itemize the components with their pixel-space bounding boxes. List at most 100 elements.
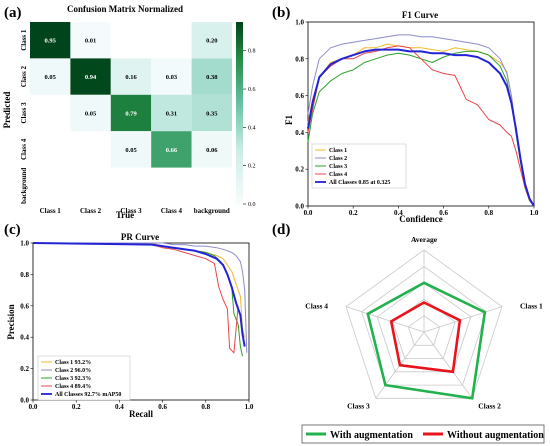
legend-entry: Class 2	[329, 156, 347, 162]
y-tick-label: 0.4	[295, 129, 304, 137]
cm-cell	[151, 94, 192, 132]
legend-entry: All Classes 92.7% mAP50	[55, 392, 121, 398]
cm-cell-value: 0.03	[166, 74, 178, 81]
cm-x-tick-label: Class 4	[161, 207, 183, 215]
cm-cell-value: 0.66	[166, 147, 178, 154]
y-tick-label: 0.0	[20, 397, 29, 405]
x-tick-label: 0.8	[484, 209, 493, 217]
legend-frame	[311, 143, 407, 189]
cm-cell-value: 0.79	[125, 111, 137, 118]
cm-cell	[70, 58, 111, 95]
f1-ylabel: F1	[284, 115, 294, 125]
cm-x-tick-label: Class 1	[40, 207, 62, 215]
legend-entry: Class 4 89.4%	[55, 384, 91, 390]
x-tick-label: 0.8	[201, 403, 210, 411]
radar-spoke	[345, 306, 425, 333]
x-tick-label: 0.4	[394, 209, 403, 217]
cm-cell	[191, 22, 232, 59]
radar-series	[366, 281, 487, 400]
cm-cell	[191, 94, 232, 132]
y-tick-label: 1.0	[295, 19, 304, 27]
cm-cell-value: 0.20	[206, 38, 217, 45]
x-tick-label: 0.0	[304, 209, 313, 217]
x-tick-label: 0.4	[115, 403, 124, 411]
f1-legend: Class 1 Class 2 Class 3 Class 4 All Classes …	[311, 143, 407, 189]
y-tick-label: 1.0	[20, 240, 29, 248]
cm-x-tick-label: Class 3	[120, 207, 142, 215]
radar-series-polygon	[389, 301, 462, 374]
x-tick-label: 0.2	[349, 209, 358, 217]
radar-ring	[376, 282, 472, 373]
legend-without-aug-label: Without augmentation	[447, 430, 544, 441]
cm-colorbar	[236, 22, 243, 204]
legend-entry: Class 2 96.0%	[55, 368, 91, 374]
x-tick-label: 1.0	[245, 403, 254, 411]
cm-cell	[30, 22, 71, 59]
cm-cell	[191, 131, 232, 168]
cm-cell	[30, 58, 71, 95]
panel-label-c: (c)	[4, 222, 21, 238]
cm-colorbar-ticks: 0.0 0.2 0.4 0.6 0.8	[243, 49, 256, 208]
pr-title: PR Curve	[121, 232, 159, 242]
f1-xlabel: Confidence	[399, 214, 443, 224]
y-tick-label: 0.6	[20, 302, 29, 310]
f1-curve-panel: F1 Curve 0.00.0 0.2 0.2 0.4 0.4 0.6 0.6 0.8 0.8 1…	[284, 10, 539, 224]
x-tick-label: 0.6	[158, 403, 167, 411]
legend-entry: Class 3	[329, 164, 347, 170]
x-tick-label: 0.2	[72, 403, 81, 411]
cm-cell	[151, 58, 192, 95]
x-tick-label: 1.0	[530, 209, 539, 217]
radar-spoke	[423, 331, 473, 399]
radar-ring	[345, 249, 503, 399]
cm-cell-value: 0.06	[206, 147, 218, 154]
panel-label-d: (d)	[272, 222, 290, 238]
cm-cell-value: 0.35	[206, 111, 218, 118]
y-tick-label: 0.0	[295, 203, 304, 211]
y-tick-label: 0.2	[20, 365, 29, 373]
cm-colorbar-tick-label: 0.2	[248, 164, 256, 170]
pr-xlabel: Recall	[129, 409, 153, 419]
radar-grid	[345, 249, 503, 399]
cm-cell-value: 0.05	[85, 111, 97, 118]
radar-spoke	[423, 306, 503, 333]
cm-y-tick-label: Class 3	[20, 102, 28, 124]
pr-series-line	[32, 242, 243, 357]
radar-axis-labels: Average Class 1 Class 2 Class 3 Class 4	[305, 235, 543, 410]
cm-cell-value: 0.94	[85, 74, 97, 81]
pr-ylabel: Precision	[6, 304, 16, 339]
cm-cell-value: 0.05	[45, 74, 57, 81]
radar-panel: Average Class 1 Class 2 Class 3 Class 4 With…	[301, 235, 545, 444]
cm-cell-value: 0.95	[45, 38, 57, 45]
y-tick-label: 0.6	[295, 92, 304, 100]
legend-frame	[37, 355, 131, 401]
legend-entry: All Classes 0.85 at 0.325	[329, 180, 390, 186]
radar-axis-label: Class 2	[478, 401, 501, 410]
pr-series-line	[32, 242, 239, 354]
cm-cell-value: 0.31	[166, 111, 177, 118]
cm-cells: 0.95 0.01 0.20 0.05 0.94 0.16 0.03 0.38 0.05 0.79…	[30, 22, 232, 168]
pr-ticks: 0.00.0 0.2 0.2 0.4 0.4 0.6 0.6 0.8 0.8 1.0 1.0	[20, 240, 254, 412]
radar-axis-label: Class 3	[347, 401, 370, 410]
radar-ring	[407, 315, 441, 346]
y-tick-label: 0.8	[295, 55, 304, 63]
cm-cell-value: 0.05	[125, 147, 137, 154]
cm-cell	[110, 131, 152, 168]
legend-with-aug-label: With augmentation	[330, 430, 413, 441]
cm-cell-value: 0.01	[85, 38, 96, 45]
f1-series-line	[307, 48, 535, 207]
legend-entry: Class 1	[329, 148, 347, 154]
cm-x-tick-label: background	[194, 207, 230, 215]
cm-colorbar-tick-label: 0.8	[248, 49, 256, 55]
cm-colorbar-tick-label: 0.4	[248, 125, 256, 131]
radar-axis-label: Class 1	[520, 302, 543, 311]
cm-colorbar-tick-label: 0.0	[248, 202, 256, 208]
cm-y-tick-label: background	[20, 168, 28, 204]
cm-title: Confusion Matrix Normalized	[67, 4, 183, 14]
x-tick-label: 0.0	[29, 403, 38, 411]
pr-series-line	[32, 242, 246, 347]
radar-axis-label: Average	[411, 235, 438, 244]
cm-x-ticks: Class 1 Class 2 Class 3 Class 4 background	[40, 207, 230, 215]
f1-ticks: 0.00.0 0.2 0.2 0.4 0.4 0.6 0.6 0.8 0.8 1.0 1.0	[295, 19, 539, 218]
cm-y-ticks: Class 1 Class 2 Class 3 Class 4 background	[20, 29, 28, 204]
pr-curve-panel: PR Curve 0.00.0 0.2 0.2 0.4 0.4 0.6 0.6 0.8 0.8 1…	[6, 232, 254, 419]
